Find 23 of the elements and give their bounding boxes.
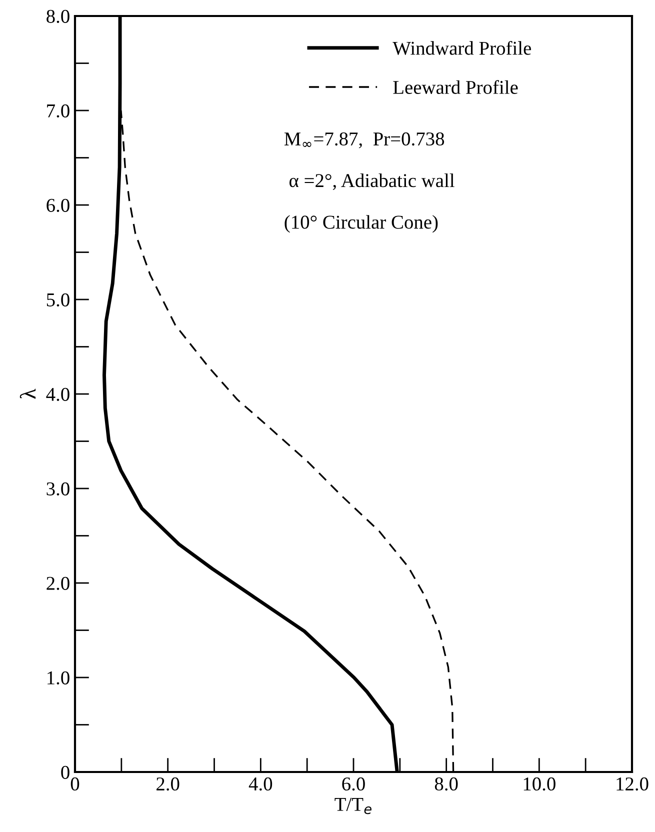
y-axis-title: λ (20, 388, 36, 399)
y-tick-label: 4.0 (46, 388, 70, 402)
annotation: M$_{∞}$=7.87, Pr=0.738 (284, 132, 444, 148)
x-tick-label: 10.0 (524, 777, 556, 791)
x-tick-label: 6.0 (342, 777, 365, 791)
x-tick-label: 8.0 (434, 777, 458, 791)
x-tick-label: 2.0 (156, 777, 180, 791)
x-tick-label: 4.0 (248, 777, 272, 791)
x-tick-label: 0 (70, 777, 80, 791)
y-tick-label: 8.0 (46, 10, 70, 24)
y-tick-label: 3.0 (46, 482, 70, 496)
x-tick-label: 12.0 (616, 777, 648, 791)
x-axis-title: T/T$_{e}$ (334, 798, 372, 814)
y-tick-label: 5.0 (46, 293, 70, 307)
y-tick-label: 2.0 (46, 576, 70, 590)
legend-label: Windward Profile (392, 40, 532, 55)
y-tick-label: 6.0 (46, 198, 70, 212)
y-tick-label: 0 (61, 766, 70, 779)
annotation: (10° Circular Cone) (284, 215, 438, 233)
annotation: α =2°, Adiabatic wall (289, 174, 454, 190)
y-tick-label: 7.0 (47, 104, 70, 118)
legend-label: Leeward Profile (393, 80, 518, 94)
y-tick-label: 1.0 (48, 671, 70, 685)
